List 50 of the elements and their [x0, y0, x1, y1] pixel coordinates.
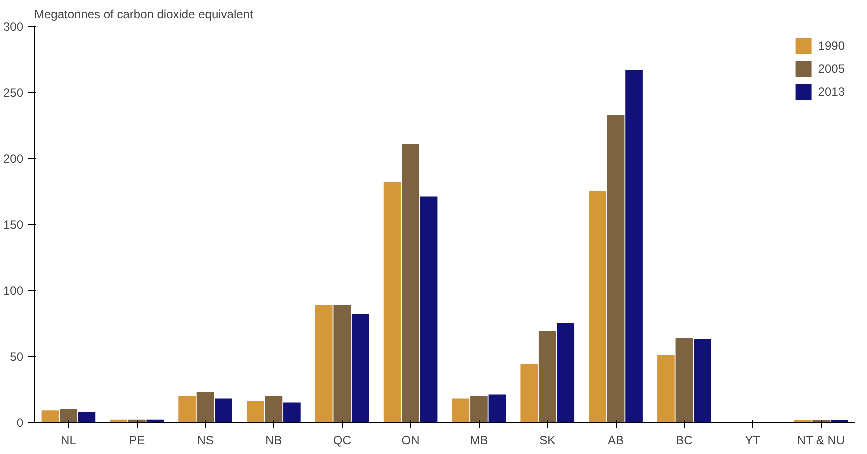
bar: [352, 314, 370, 422]
bar: [626, 70, 643, 422]
bar: [470, 396, 488, 422]
x-tick-label: NT & NU: [797, 434, 846, 448]
bar: [315, 305, 333, 422]
bar: [694, 339, 712, 422]
bar: [658, 355, 675, 422]
bar: [178, 396, 196, 422]
bar: [420, 196, 438, 422]
bar: [334, 305, 352, 422]
x-tick-label: NS: [197, 434, 214, 448]
bar: [60, 409, 78, 422]
y-tick-label: 200: [3, 152, 24, 166]
bar: [589, 192, 606, 422]
bar: [402, 144, 420, 422]
x-tick-label: MB: [470, 434, 488, 448]
y-tick-label: 50: [10, 350, 24, 364]
bar: [265, 396, 283, 422]
bar: [538, 331, 556, 422]
legend-label: 2013: [818, 85, 845, 99]
bar: [215, 398, 232, 422]
bar: [607, 114, 625, 422]
bar: [452, 398, 470, 422]
x-tick-label: QC: [333, 434, 352, 448]
x-tick-label: SK: [540, 434, 556, 448]
y-tick-label: 100: [3, 284, 24, 298]
x-tick-label: NL: [61, 434, 77, 448]
bar: [42, 410, 60, 422]
bar: [488, 394, 506, 422]
bar: [384, 182, 402, 422]
legend-label: 2005: [818, 62, 845, 76]
y-tick-label: 300: [3, 20, 24, 34]
x-tick-label: PE: [129, 434, 146, 448]
bar: [247, 401, 264, 422]
x-tick-label: NB: [266, 434, 282, 448]
bar: [78, 412, 96, 422]
bar: [284, 402, 301, 422]
y-tick-label: 0: [16, 416, 24, 430]
bar: [520, 364, 538, 422]
y-tick-label: 250: [3, 86, 24, 100]
bar: [557, 324, 575, 422]
x-tick-label: BC: [676, 434, 694, 448]
x-tick-label: YT: [745, 434, 762, 448]
x-tick-label: ON: [402, 434, 420, 448]
bar: [196, 392, 214, 422]
x-tick-label: AB: [608, 434, 624, 448]
y-axis-title: Megatonnes of carbon dioxide equivalent: [34, 8, 254, 22]
bar: [676, 338, 694, 422]
legend-label: 1990: [818, 39, 845, 53]
y-tick-label: 150: [3, 218, 24, 232]
